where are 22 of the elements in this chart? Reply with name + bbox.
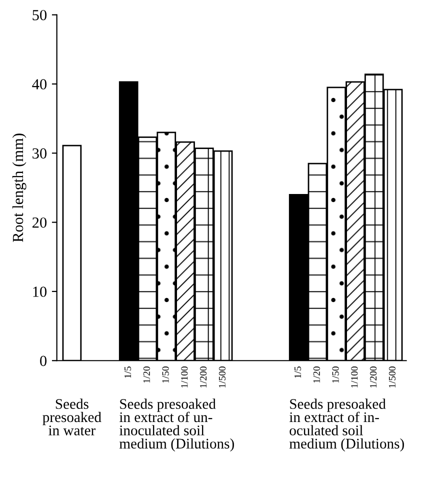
y-tick-label: 20 (32, 217, 47, 228)
x-tick-label: 1/20 (313, 366, 320, 383)
x-tick-label: 1/50 (332, 366, 339, 383)
x-tick-label: 1/20 (143, 366, 150, 383)
text: Seeds presoaked in extract of in- oculated soil medium (Dilutions) (289, 398, 404, 452)
x-tick-label: 1/500 (388, 366, 396, 388)
x-tick-label: 1/50 (162, 366, 169, 383)
x-tick-label: 1/200 (370, 366, 377, 388)
y-tick-label: 30 (32, 148, 47, 159)
text: Seeds presoaked in water (42, 398, 102, 436)
x-tick-label: 1/5 (124, 366, 132, 378)
y-tick-label: 50 (32, 10, 47, 20)
x-tick-label: 1/200 (200, 366, 207, 388)
x-tick-label: 1/500 (218, 366, 226, 388)
x-tick-label: 1/5 (294, 366, 302, 378)
text: Seeds presoaked in extract of un- inoculated soil medium (Dilutions) (119, 398, 234, 452)
x-tick-label: 1/100 (181, 366, 188, 388)
y-tick-label: 10 (33, 286, 47, 297)
y-tick-label: 0 (40, 356, 47, 366)
y-tick-label: 40 (32, 79, 47, 90)
x-tick-label: 1/100 (351, 366, 358, 388)
y-axis-title: Root length (mm) (12, 134, 26, 242)
